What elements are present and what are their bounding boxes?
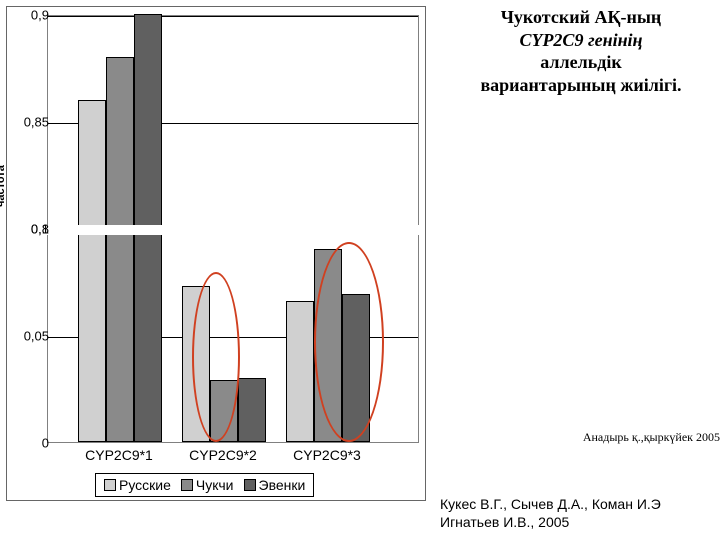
title-line: вариантарының жиілігі. [445, 74, 717, 97]
bar [210, 380, 238, 442]
axis-break [44, 225, 424, 235]
bar [342, 294, 370, 442]
legend-item: Эвенки [244, 477, 306, 493]
bar [286, 301, 314, 442]
location-note: Анадырь қ.,қыркүйек 2005 [450, 430, 720, 445]
x-tick-label: CYP2C9*2 [173, 447, 273, 463]
authors-line: Игнатьев И.В., 2005 [440, 513, 720, 531]
legend-swatch [244, 479, 256, 491]
bar [182, 286, 210, 442]
y-tick-label: 0,1 [31, 222, 49, 237]
legend-swatch [104, 479, 116, 491]
bar [106, 57, 134, 442]
bar [238, 378, 266, 442]
authors: Кукес В.Г., Сычев Д.А., Коман И.Э Игнать… [440, 495, 720, 531]
y-tick-label: 0,9 [31, 8, 49, 23]
legend-label: Русские [119, 477, 171, 493]
y-axis-label: частота [0, 165, 7, 207]
chart-panel: частота РусскиеЧукчиЭвенки 0,80,850,900,… [6, 6, 426, 501]
legend-label: Чукчи [196, 477, 234, 493]
bar [314, 249, 342, 442]
y-tick-label: 0,05 [24, 329, 49, 344]
legend-item: Русские [104, 477, 171, 493]
plot-area [47, 15, 419, 443]
x-tick-label: CYP2C9*3 [277, 447, 377, 463]
figure-title: Чукотский АҚ-ның CYP2C9 генінің аллельді… [445, 6, 717, 96]
gridline [48, 16, 418, 17]
y-tick-label: 0 [42, 436, 49, 451]
title-line: Чукотский АҚ-ның [445, 6, 717, 29]
legend-item: Чукчи [181, 477, 234, 493]
title-line: CYP2C9 генінің [445, 29, 717, 52]
legend: Русские Чукчи Эвенки [95, 473, 314, 497]
y-tick-label: 0,85 [24, 115, 49, 130]
legend-swatch [181, 479, 193, 491]
title-line: аллельдік [445, 51, 717, 74]
x-tick-label: CYP2C9*1 [69, 447, 169, 463]
authors-line: Кукес В.Г., Сычев Д.А., Коман И.Э [440, 495, 720, 513]
bar [78, 100, 106, 442]
legend-label: Эвенки [259, 477, 306, 493]
